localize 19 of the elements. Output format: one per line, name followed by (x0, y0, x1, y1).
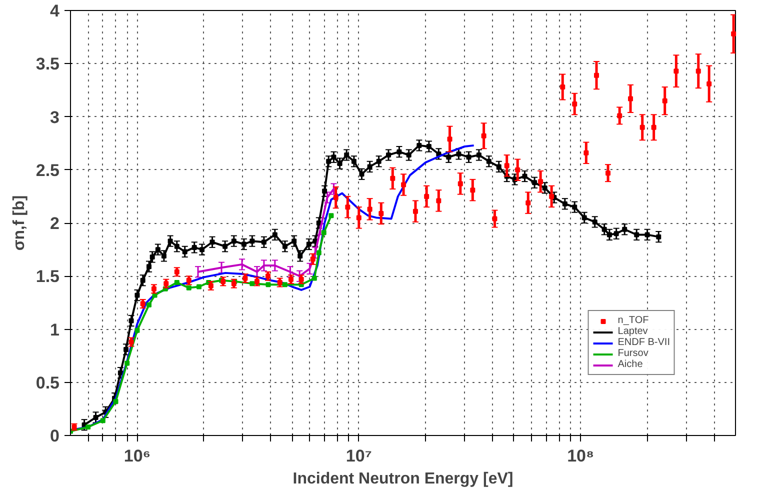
legend-label: Laptev (618, 326, 648, 337)
y-axis-title: σn,f [b] (10, 195, 28, 251)
y-tick-label: 0.5 (36, 373, 60, 392)
y-tick-label: 1 (50, 320, 60, 340)
y-tick-label: 3 (50, 108, 60, 127)
x-axis-title: Incident Neutron Energy [eV] (292, 470, 514, 488)
y-tick-label: 2 (50, 214, 60, 233)
y-tick-label: 0 (50, 426, 60, 446)
x-tick-label: 10⁸ (567, 446, 594, 466)
legend-label: Fursov (618, 348, 648, 359)
y-tick-label: 3.5 (36, 54, 60, 74)
legend-label: ENDF B-VII (618, 337, 670, 348)
legend-label: Aiche (618, 359, 643, 370)
y-tick-label: 1.5 (36, 267, 60, 286)
legend-label: n_TOF (618, 315, 649, 326)
y-tick-label: 2.5 (36, 160, 60, 180)
x-tick-label: 10⁷ (346, 446, 372, 466)
x-tick-label: 10⁶ (124, 446, 151, 466)
y-tick-label: 4 (50, 2, 60, 20)
